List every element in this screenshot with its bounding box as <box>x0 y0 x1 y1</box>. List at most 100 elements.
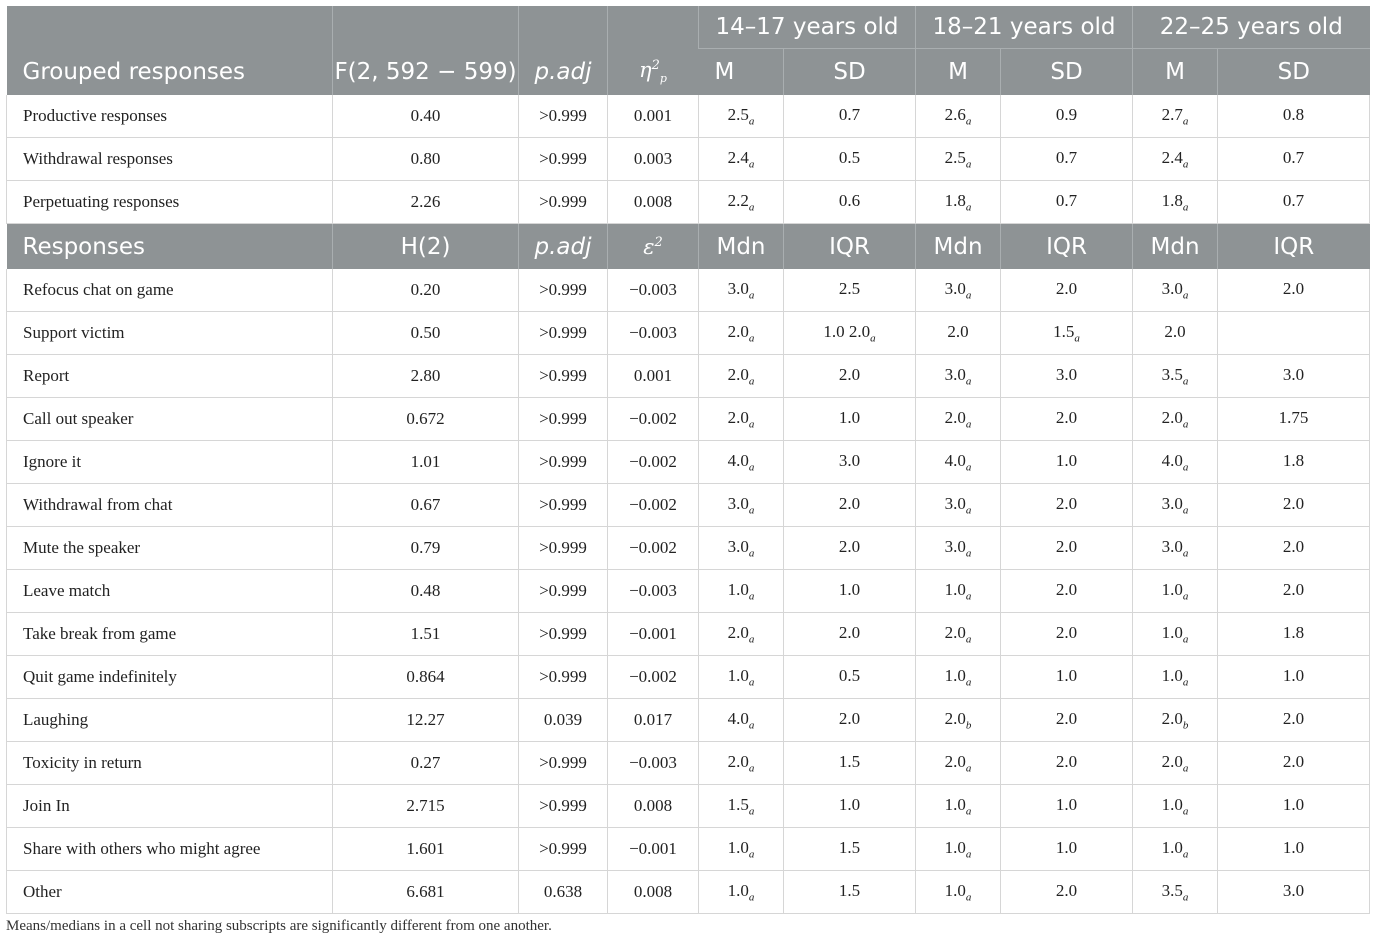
cell-value: 2.0 <box>1161 708 1183 728</box>
spread-value: 1.8 <box>1217 612 1371 656</box>
cell-subscript: a <box>1182 590 1189 603</box>
effect-size-value: 0.003 <box>607 137 699 181</box>
spread-value: 1.0 <box>1217 784 1371 828</box>
row-label: Ignore it <box>6 440 333 484</box>
spread-value: 1.0 <box>1000 827 1133 871</box>
stat-value: 0.27 <box>332 741 519 785</box>
p-adj-value: 0.039 <box>518 698 608 742</box>
cell-subscript: a <box>965 201 972 214</box>
central-value: 2.0 <box>915 311 1001 355</box>
spread-value: 2.0 <box>1000 870 1133 914</box>
spread-value: 0.7 <box>1000 137 1133 181</box>
header-age-14-17: 14–17 years old <box>697 6 916 49</box>
row-label: Withdrawal responses <box>6 137 333 181</box>
spread-value: 1.75 <box>1217 397 1371 441</box>
central-value: 2.0b <box>1132 698 1218 742</box>
cell-value: 0.6 <box>838 190 861 210</box>
cell-value: 1.75 <box>1278 407 1309 427</box>
table-footnote: Means/medians in a cell not sharing subs… <box>6 918 552 934</box>
central-value: 3.5a <box>1132 870 1218 914</box>
central-value: 2.0a <box>698 612 784 656</box>
central-value: 1.0a <box>698 655 784 699</box>
cell-value: 1.5 <box>838 880 861 900</box>
central-value: 1.0a <box>1132 612 1218 656</box>
spread-value: 1.0 <box>1000 655 1133 699</box>
effect-size-value: −0.003 <box>607 269 699 312</box>
header-mdn: Mdn <box>915 223 1001 269</box>
cell-value: 2.0 <box>838 622 861 642</box>
header-responses: Responses <box>6 223 333 269</box>
p-adj-value: >0.999 <box>518 311 608 355</box>
central-value: 1.5a <box>698 784 784 828</box>
cell-subscript: a <box>748 418 755 431</box>
results-table: Grouped responses F(2, 592 − 599) p.adj … <box>6 6 1371 914</box>
spread-value: 2.0 <box>1217 569 1371 613</box>
cell-subscript: a <box>965 762 972 775</box>
central-value: 4.0a <box>698 440 784 484</box>
cell-subscript: a <box>965 461 972 474</box>
cell-value: 2.0 <box>1282 493 1305 513</box>
effect-size-value: 0.001 <box>607 354 699 398</box>
effect-size-value: 0.001 <box>607 95 699 138</box>
cell-value: 1.8 <box>944 190 966 210</box>
cell-subscript: a <box>965 289 972 302</box>
cell-value: 1.0 2.0 <box>823 321 871 341</box>
cell-subscript: a <box>748 504 755 517</box>
cell-value: 1.0 <box>1055 450 1078 470</box>
stat-value: 0.48 <box>332 569 519 613</box>
row-label: Perpetuating responses <box>6 180 333 224</box>
cell-value: 2.0 <box>727 622 749 642</box>
cell-value: 1.0 <box>838 579 861 599</box>
central-value: 2.0a <box>698 311 784 355</box>
stat-value: 2.80 <box>332 354 519 398</box>
central-value: 1.0a <box>1132 569 1218 613</box>
row-label: Other <box>6 870 333 914</box>
spread-value: 3.0 <box>782 440 916 484</box>
header-mdn: Mdn <box>1132 223 1218 269</box>
cell-value: 3.0 <box>1282 880 1305 900</box>
p-adj-value: >0.999 <box>518 397 608 441</box>
row-label: Laughing <box>6 698 333 742</box>
spread-value: 1.5 <box>782 741 916 785</box>
row-label: Productive responses <box>6 95 333 138</box>
central-value: 1.0a <box>1132 827 1218 871</box>
spread-value: 0.8 <box>1217 95 1371 138</box>
cell-value: 1.0 <box>1282 665 1305 685</box>
p-adj-value: >0.999 <box>518 655 608 699</box>
cell-value: 2.0 <box>944 751 966 771</box>
row-label: Toxicity in return <box>6 741 333 785</box>
spread-value: 0.7 <box>782 95 916 138</box>
stat-value: 0.50 <box>332 311 519 355</box>
cell-value: 0.9 <box>1055 104 1078 124</box>
cell-value: 1.0 <box>1055 794 1078 814</box>
cell-value: 2.4 <box>1161 147 1183 167</box>
stat-value: 2.715 <box>332 784 519 828</box>
cell-subscript: a <box>1182 633 1189 646</box>
cell-value: 2.5 <box>944 147 966 167</box>
header-mdn: Mdn <box>698 223 784 269</box>
cell-subscript: a <box>965 805 972 818</box>
spread-value: 2.0 <box>1000 612 1133 656</box>
cell-subscript: a <box>1182 461 1189 474</box>
cell-subscript: a <box>748 289 755 302</box>
stat-value: 0.79 <box>332 526 519 570</box>
response-row: Mute the speaker 0.79 >0.999 −0.002 3.0a 2.0 3… <box>6 526 1371 570</box>
cell-value: 4.0 <box>1161 450 1183 470</box>
responses-body: Refocus chat on game 0.20 >0.999 −0.003 3.0a… <box>6 269 1371 914</box>
cell-value: 2.0 <box>838 364 861 384</box>
cell-value: 2.0 <box>727 751 749 771</box>
cell-subscript: a <box>748 201 755 214</box>
cell-value: 4.0 <box>727 450 749 470</box>
cell-subscript: a <box>748 158 755 171</box>
cell-subscript: a <box>1182 289 1189 302</box>
cell-value: 0.7 <box>1055 190 1078 210</box>
cell-subscript: a <box>748 332 755 345</box>
cell-subscript: a <box>965 590 972 603</box>
p-adj-value: >0.999 <box>518 440 608 484</box>
central-value: 2.6a <box>915 95 1001 138</box>
effect-size-value: 0.017 <box>607 698 699 742</box>
spread-value: 2.0 <box>1000 569 1133 613</box>
row-label: Withdrawal from chat <box>6 483 333 527</box>
p-adj-value: >0.999 <box>518 269 608 312</box>
response-row: Laughing 12.27 0.039 0.017 4.0a 2.0 2.0b 2.0 2.0… <box>6 698 1371 742</box>
